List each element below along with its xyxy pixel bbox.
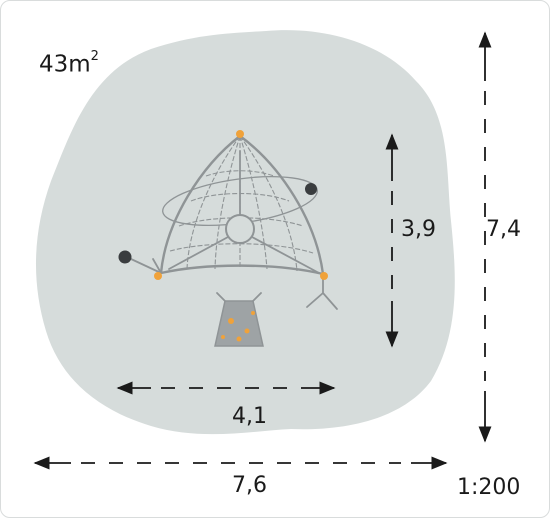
right-knob <box>320 272 328 280</box>
equipment-ramp <box>214 300 264 347</box>
left-knob <box>154 272 162 280</box>
left-ball <box>118 250 132 264</box>
right-ball <box>305 183 317 195</box>
net-frame <box>159 134 325 276</box>
equipment-height-label: 3,9 <box>401 217 436 242</box>
scale-label: 1:200 <box>457 475 521 500</box>
zone-width-label: 7,6 <box>232 473 267 498</box>
equipment-width-label: 4,1 <box>232 404 267 429</box>
area-label: 43m2 <box>39 49 99 78</box>
play-equipment <box>118 130 338 347</box>
zone-height-label: 7,4 <box>486 217 521 242</box>
top-knob <box>236 130 244 138</box>
